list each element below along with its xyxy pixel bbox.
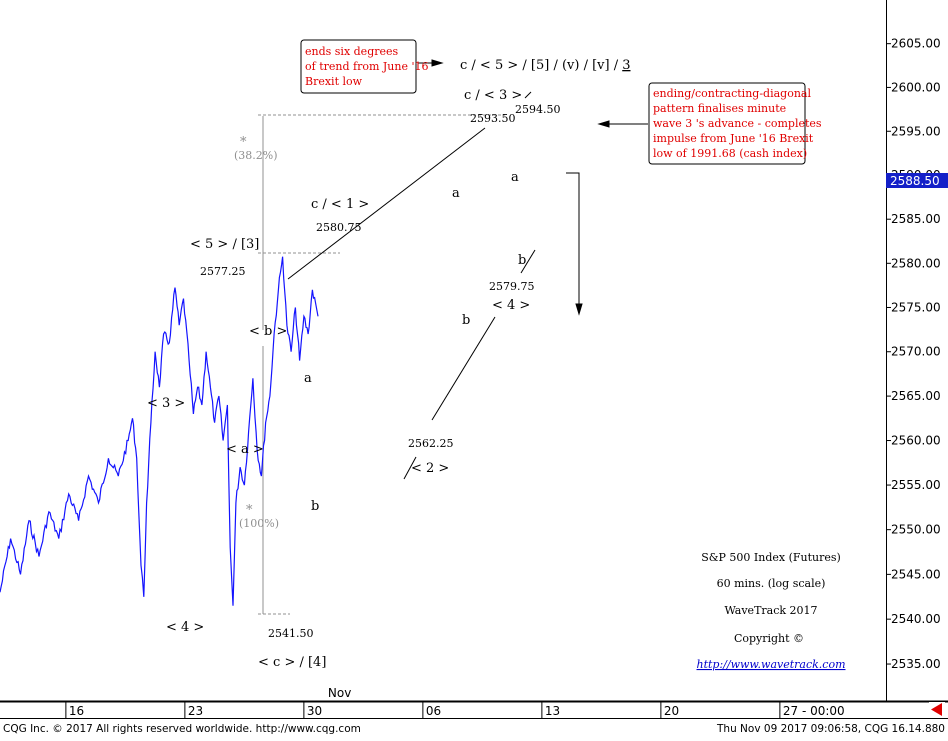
price-2594-50: 2594.50 — [515, 103, 561, 116]
diagonal-upper-line — [287, 127, 486, 280]
label-minor-a-2: a — [452, 186, 460, 201]
price-series — [0, 256, 319, 606]
x-month-label: Nov — [328, 686, 351, 700]
note-left-line-3: Brexit low — [305, 75, 363, 88]
wave-3-tick — [524, 91, 532, 99]
label-4-late: < 4 > — [492, 298, 530, 313]
price-2562-25: 2562.25 — [408, 437, 454, 450]
y-tick-label: 2545.00 — [891, 567, 941, 581]
label-5-3: < 5 > / [3] — [190, 237, 259, 252]
label-c-4: < c > / [4] — [258, 655, 326, 670]
fib-star-1: * — [240, 135, 247, 150]
fib-100: (100%) — [239, 517, 279, 530]
y-tick-label: 2550.00 — [891, 523, 941, 537]
y-tick-label: 2560.00 — [891, 434, 941, 448]
label-2: < 2 > — [411, 461, 449, 476]
price-line — [0, 256, 319, 606]
y-tick-label: 2565.00 — [891, 389, 941, 403]
left-note-arrow-head — [431, 59, 444, 67]
y-tick-label: 2605.00 — [891, 37, 941, 51]
down-arrow-head — [575, 303, 583, 316]
info-block: S&P 500 Index (Futures) 60 mins. (log sc… — [701, 551, 841, 645]
note-right: ending/contracting-diagonal pattern fina… — [648, 82, 822, 165]
wave-4-tick — [520, 249, 536, 274]
price-2579-75: 2579.75 — [489, 280, 535, 293]
y-tick-label: 2540.00 — [891, 612, 941, 626]
down-projection-arrow — [566, 172, 580, 314]
label-c-3: c / < 3 > — [464, 88, 522, 103]
y-tick-label: 2535.00 — [891, 657, 941, 671]
y-tick-label: 2555.00 — [891, 478, 941, 492]
label-minor-a-3: a — [511, 170, 519, 185]
diagonal-lower-line — [431, 316, 496, 421]
label-minor-a-1: a — [304, 371, 312, 386]
fib-star-2: * — [246, 503, 253, 518]
info-brand: WaveTrack 2017 — [724, 604, 817, 617]
footer-right: Thu Nov 09 2017 09:06:58, CQG 16.14.880 — [716, 723, 945, 735]
last-price-bg — [886, 173, 948, 188]
scroll-left-arrow[interactable] — [931, 703, 942, 716]
label-c-1: c / < 1 > — [311, 197, 369, 212]
x-tick-label: 20 — [664, 704, 679, 718]
info-timeframe: 60 mins. (log scale) — [717, 577, 826, 590]
price-2593-50: 2593.50 — [470, 112, 516, 125]
note-left: ends six degrees of trend from June '16 … — [300, 39, 429, 94]
last-price-text: 2588.50 — [890, 174, 940, 188]
note-right-line-4: impulse from June '16 Brexit — [653, 132, 814, 145]
footer-left: CQG Inc. © 2017 All rights reserved worl… — [3, 723, 361, 735]
note-left-line-1: ends six degrees — [305, 45, 399, 58]
wave-guides — [258, 59, 648, 615]
x-tick-label: 16 — [69, 704, 84, 718]
label-minor-b-2: b — [462, 313, 470, 328]
note-right-line-1: ending/contracting-diagonal — [653, 87, 811, 100]
y-tick-label: 2595.00 — [891, 124, 941, 138]
wavetrack-link-text[interactable]: http://www.wavetrack.com — [697, 658, 846, 671]
y-tick-label: 2600.00 — [891, 80, 941, 94]
label-b: < b > — [249, 324, 287, 339]
label-a: < a > — [226, 442, 264, 457]
info-copyright: Copyright © — [734, 632, 804, 645]
x-tick-label: 30 — [307, 704, 322, 718]
price-2580-75: 2580.75 — [316, 221, 362, 234]
note-left-line-2: of trend from June '16 — [305, 60, 429, 73]
wave-labels: c / < 5 > / [5] / (v) / [v] / 3 c / < 3 … — [147, 58, 631, 670]
label-minor-b-1: b — [311, 499, 319, 514]
x-tick-label: 27 - 00:00 — [783, 704, 845, 718]
right-note-arrow-head — [597, 120, 610, 128]
label-4-early: < 4 > — [166, 620, 204, 635]
y-tick-label: 2570.00 — [891, 345, 941, 359]
y-tick-label: 2575.00 — [891, 300, 941, 314]
x-tick-label: 23 — [188, 704, 203, 718]
info-title: S&P 500 Index (Futures) — [701, 551, 841, 564]
scroll-left-icon[interactable] — [929, 702, 945, 718]
x-tick-label: 06 — [426, 704, 441, 718]
label-final-count: c / < 5 > / [5] / (v) / [v] / 3 — [460, 58, 631, 73]
last-price-badge: 2588.50 — [886, 173, 948, 188]
x-axis: 16 23 30 06 13 20 27 - 00:00 Nov — [65, 686, 845, 718]
label-3: < 3 > — [147, 396, 185, 411]
note-right-line-5: low of 1991.68 (cash index) — [653, 147, 807, 160]
y-axis: 2535.00 2540.00 2545.00 2550.00 2555.00 2560.… — [886, 37, 941, 671]
note-left-box — [300, 39, 417, 94]
y-tick-label: 2580.00 — [891, 256, 941, 270]
note-right-line-3: wave 3 's advance - completes — [653, 117, 822, 130]
note-right-line-2: pattern finalises minute — [653, 102, 786, 115]
wave-2-tick — [403, 456, 417, 480]
fib-38-2: (38.2%) — [234, 149, 278, 162]
price-2577-25: 2577.25 — [200, 265, 246, 278]
x-tick-label: 13 — [545, 704, 560, 718]
price-2541-50: 2541.50 — [268, 627, 314, 640]
wavetrack-link[interactable]: http://www.wavetrack.com — [697, 658, 846, 671]
label-minor-b-3: b — [518, 253, 526, 268]
note-right-box — [648, 82, 806, 165]
y-tick-label: 2585.00 — [891, 212, 941, 226]
